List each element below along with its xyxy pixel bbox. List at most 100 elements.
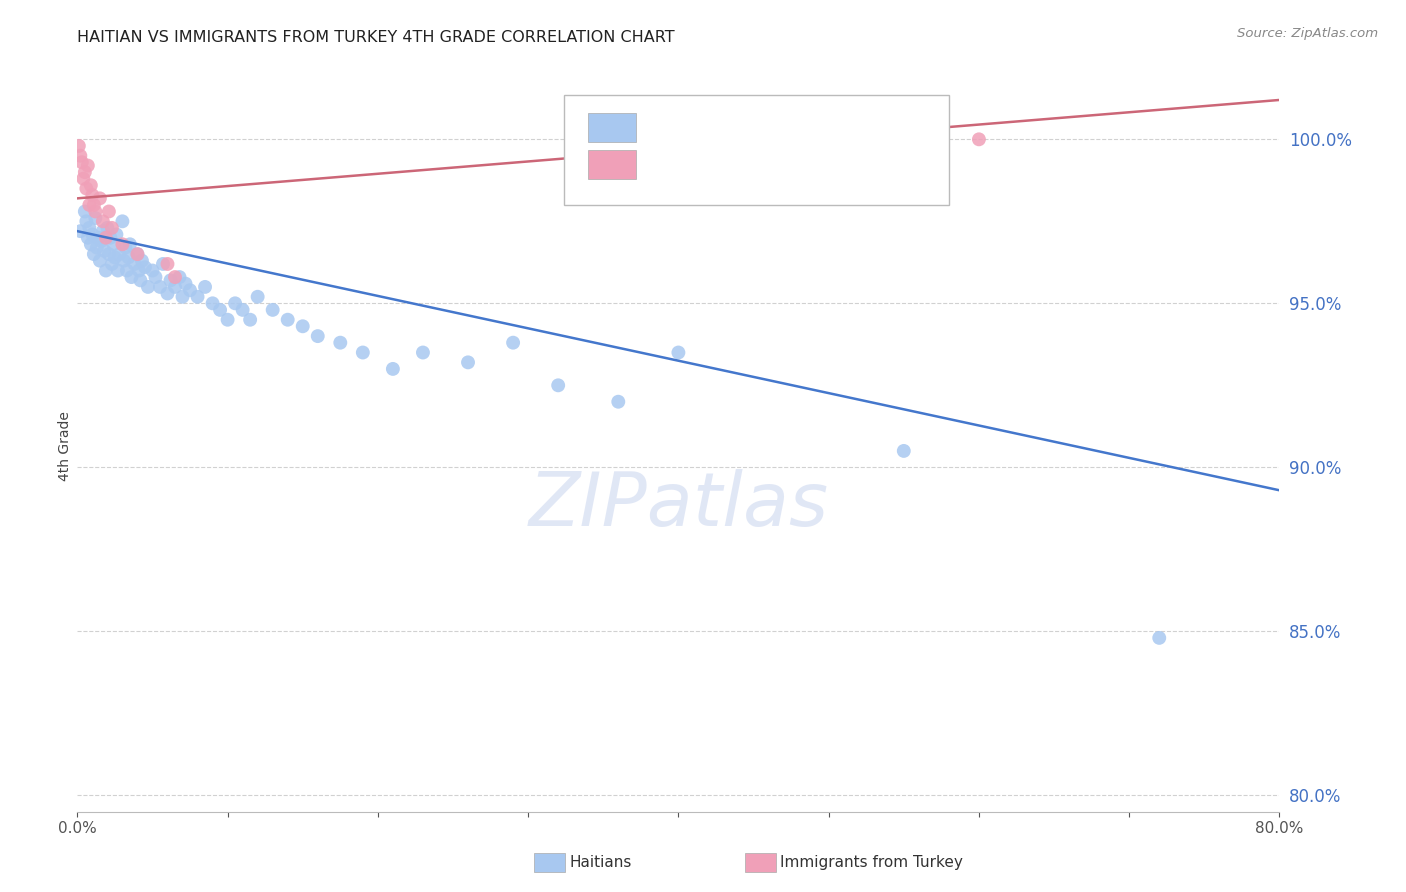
Text: HAITIAN VS IMMIGRANTS FROM TURKEY 4TH GRADE CORRELATION CHART: HAITIAN VS IMMIGRANTS FROM TURKEY 4TH GR…	[77, 29, 675, 45]
Point	[124, 257, 146, 271]
Point	[94, 263, 117, 277]
Point	[174, 277, 197, 291]
Y-axis label: 4th Grade: 4th Grade	[58, 411, 72, 481]
Point	[156, 286, 179, 301]
Point	[179, 283, 201, 297]
Point	[82, 188, 104, 202]
Point	[307, 329, 329, 343]
Point	[69, 224, 91, 238]
Point	[76, 159, 98, 173]
Point	[111, 214, 134, 228]
Point	[246, 290, 269, 304]
Point	[186, 290, 209, 304]
FancyBboxPatch shape	[588, 113, 637, 143]
Point	[89, 191, 111, 205]
Point	[145, 270, 167, 285]
Point	[112, 253, 135, 268]
Point	[967, 132, 990, 146]
FancyBboxPatch shape	[564, 95, 949, 204]
Point	[80, 178, 103, 193]
Point	[239, 312, 262, 326]
Point	[79, 220, 101, 235]
Point	[73, 165, 96, 179]
Text: R =  0.275   N = 22: R = 0.275 N = 22	[654, 155, 815, 170]
Point	[84, 204, 107, 219]
Point	[70, 155, 93, 169]
Text: ZIPatlas: ZIPatlas	[529, 468, 828, 541]
Point	[1149, 631, 1171, 645]
Text: Source: ZipAtlas.com: Source: ZipAtlas.com	[1237, 27, 1378, 40]
Point	[232, 302, 254, 317]
Point	[224, 296, 246, 310]
Point	[73, 204, 96, 219]
Point	[291, 319, 314, 334]
Point	[72, 171, 94, 186]
Point	[107, 263, 129, 277]
Point	[67, 139, 90, 153]
Point	[457, 355, 479, 369]
Point	[172, 290, 194, 304]
Point	[114, 241, 136, 255]
Point	[101, 257, 124, 271]
Point	[893, 444, 915, 458]
Point	[131, 253, 153, 268]
Point	[103, 237, 125, 252]
Point	[83, 247, 105, 261]
Point	[201, 296, 224, 310]
Point	[668, 345, 690, 359]
Point	[87, 231, 110, 245]
Point	[83, 198, 105, 212]
Point	[91, 214, 114, 228]
Point	[163, 280, 186, 294]
Point	[156, 257, 179, 271]
Point	[129, 273, 152, 287]
Point	[194, 280, 217, 294]
Point	[82, 227, 104, 242]
Point	[262, 302, 284, 317]
Point	[127, 247, 149, 261]
Text: Immigrants from Turkey: Immigrants from Turkey	[780, 855, 963, 870]
Point	[136, 280, 159, 294]
Point	[111, 237, 134, 252]
Point	[69, 149, 91, 163]
Point	[75, 214, 97, 228]
Point	[94, 231, 117, 245]
Point	[159, 273, 181, 287]
Point	[108, 247, 131, 261]
Point	[209, 302, 232, 317]
Point	[93, 244, 115, 258]
Point	[118, 237, 141, 252]
Point	[101, 220, 124, 235]
Point	[128, 263, 150, 277]
Point	[115, 263, 138, 277]
Point	[76, 231, 98, 245]
Text: Haitians: Haitians	[569, 855, 631, 870]
Point	[100, 231, 122, 245]
Point	[277, 312, 299, 326]
Point	[96, 220, 118, 235]
Point	[169, 270, 191, 285]
Point	[97, 247, 120, 261]
Point	[149, 280, 172, 294]
Point	[134, 260, 156, 275]
Point	[152, 257, 174, 271]
Point	[547, 378, 569, 392]
Point	[75, 181, 97, 195]
Point	[117, 251, 139, 265]
Point	[91, 224, 114, 238]
Point	[141, 263, 163, 277]
Point	[104, 251, 127, 265]
Point	[90, 234, 112, 248]
Point	[84, 211, 107, 225]
Point	[89, 253, 111, 268]
Point	[163, 270, 186, 285]
Point	[127, 247, 149, 261]
Point	[97, 204, 120, 219]
Point	[217, 312, 239, 326]
Point	[502, 335, 524, 350]
Point	[329, 335, 352, 350]
Point	[120, 270, 142, 285]
Point	[381, 362, 404, 376]
Point	[105, 227, 128, 242]
Point	[352, 345, 374, 359]
